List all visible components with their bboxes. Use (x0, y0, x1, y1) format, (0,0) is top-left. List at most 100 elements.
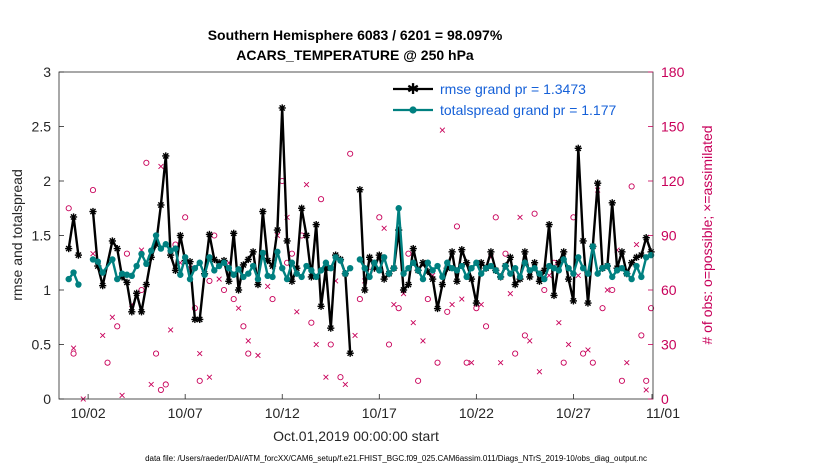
obs-assimilated-stroke (585, 347, 591, 353)
obs-assimilated-stroke (478, 301, 484, 308)
obs-possible-point (230, 296, 237, 303)
rmse-point-stroke (594, 180, 601, 187)
totalspread-point (303, 262, 310, 270)
rmse-point (429, 275, 437, 283)
obs-assimilated-point (323, 374, 329, 380)
obs-possible-point (424, 296, 431, 303)
totalspread-point (643, 254, 650, 261)
rmse-point-stroke (487, 248, 494, 255)
rmse-point-stroke (410, 245, 417, 252)
rmse-point (239, 261, 248, 269)
totalspread-point (429, 267, 436, 274)
totalspread-point (342, 270, 349, 277)
obs-possible-point (162, 381, 169, 388)
rmse-point-stroke (381, 276, 388, 283)
y2-tick-label: 120 (661, 173, 685, 189)
obs-possible-point (347, 150, 354, 157)
totalspread-point (482, 265, 490, 272)
obs-assimilated-point (303, 181, 310, 188)
obs-possible-markers (65, 150, 655, 393)
totalspread-point (167, 247, 174, 254)
obs-assimilated-point (70, 345, 77, 351)
obs-assimilated-stroke (410, 319, 416, 326)
rmse-point (278, 104, 286, 112)
obs-assimilated-stroke (216, 276, 222, 282)
totalspread-point (249, 262, 257, 270)
rmse-point (157, 201, 165, 209)
totalspread-point (114, 275, 121, 283)
obs-possible-point (308, 319, 315, 326)
obs-assimilated-point (206, 374, 213, 380)
totalspread-point (463, 273, 470, 281)
obs-assimilated-point (99, 332, 106, 339)
rmse-point-stroke (143, 281, 150, 288)
rmse-point (65, 244, 73, 253)
rmse-point (506, 253, 514, 261)
totalspread-point (487, 262, 495, 270)
totalspread-point (618, 265, 626, 272)
obs-possible-point (618, 377, 625, 384)
x-tick-label: 10/27 (556, 405, 591, 421)
totalspread-point (424, 259, 432, 266)
y2-tick-label: 150 (661, 119, 685, 135)
obs-assimilated-point (546, 272, 552, 279)
obs-assimilated-point (235, 305, 242, 311)
obs-assimilated-stroke (99, 332, 106, 339)
totalspread-point (356, 256, 364, 263)
rmse-point-stroke (400, 286, 407, 294)
obs-assimilated-point (148, 381, 154, 388)
totalspread-point (565, 265, 572, 272)
rmse-point (89, 207, 97, 216)
legend-spread-marker (409, 106, 417, 114)
rmse-point-stroke (148, 254, 155, 261)
rmse-point-stroke (580, 237, 587, 245)
rmse-point-stroke (259, 208, 266, 215)
obs-assimilated-stroke (148, 381, 154, 388)
totalspread-point (322, 259, 330, 266)
totalspread-point (230, 271, 237, 278)
rmse-point-stroke (250, 248, 257, 255)
obs-assimilated-stroke (167, 327, 174, 333)
totalspread-point (521, 259, 529, 266)
rmse-point-stroke (133, 290, 140, 297)
totalspread-point (400, 270, 407, 277)
rmse-point-stroke (138, 308, 145, 315)
obs-possible-point (643, 377, 650, 384)
x-axis-ticks: 10/02 10/07 10/12 10/17 10/22 10/27 11/01 (71, 394, 680, 421)
obs-assimilated-point (391, 301, 397, 308)
rmse-point (448, 248, 456, 256)
rmse-point (399, 286, 408, 294)
rmse-point (584, 299, 592, 307)
rmse-point (137, 308, 146, 316)
totalspread-point (439, 273, 446, 281)
obs-assimilated-stroke (264, 283, 271, 290)
obs-assimilated-stroke (381, 225, 387, 231)
totalspread-point (128, 272, 135, 280)
totalspread-point (172, 245, 179, 252)
obs-possible-point (580, 350, 587, 357)
obs-assimilated-point (459, 296, 465, 302)
totalspread-point (448, 265, 456, 272)
rmse-point-stroke (308, 273, 315, 281)
totalspread-point (478, 270, 485, 277)
rmse-point (259, 207, 267, 216)
totalspread-point (434, 262, 441, 270)
rmse-point (526, 273, 534, 281)
totalspread-point (308, 267, 315, 274)
obs-assimilated-stroke (643, 387, 649, 393)
obs-assimilated-stroke (536, 369, 543, 375)
totalspread-point (628, 275, 635, 283)
rmse-point (365, 253, 374, 261)
totalspread-point (419, 275, 427, 283)
totalspread-point (511, 265, 519, 272)
obs-assimilated-stroke (352, 332, 358, 339)
obs-possible-point (114, 323, 121, 330)
obs-possible-point (415, 377, 422, 384)
obs-assimilated-point (497, 359, 504, 366)
rmse-point (162, 152, 170, 160)
y2-axis-label: # of obs: o=possible; ×=assimilated (699, 125, 715, 344)
totalspread-point (584, 270, 592, 277)
obs-assimilated-point (197, 350, 203, 357)
rmse-point-stroke (575, 145, 582, 152)
obs-assimilated-point (507, 290, 514, 297)
